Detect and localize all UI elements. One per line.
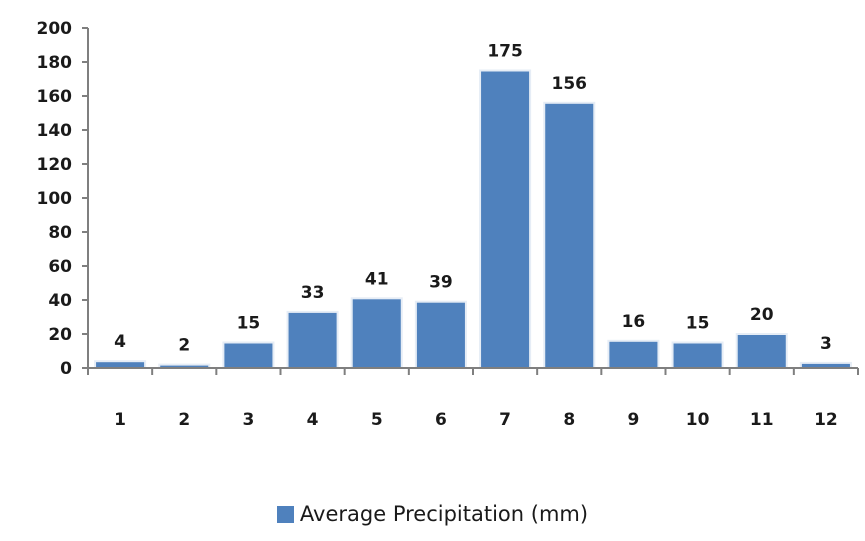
- y-tick-label: 40: [48, 291, 72, 311]
- bar-data-label: 4: [114, 332, 126, 352]
- bars: [94, 69, 852, 370]
- x-tick-label: 10: [686, 410, 710, 430]
- x-tick-label: 2: [178, 410, 190, 430]
- data-labels: 4 2 15 33 41 39 175 156 16 15 20 3: [114, 42, 832, 356]
- bar-data-label: 15: [237, 314, 261, 334]
- x-tick-label: 12: [814, 410, 838, 430]
- legend-swatch: [276, 505, 294, 523]
- y-tick-label: 100: [37, 189, 73, 209]
- x-tick-label: 5: [371, 410, 383, 430]
- x-tick-label: 6: [435, 410, 447, 430]
- bar: [479, 69, 532, 369]
- x-tick-label: 11: [750, 410, 774, 430]
- bar: [94, 360, 147, 370]
- x-tick-label: 9: [627, 410, 639, 430]
- bar: [671, 341, 724, 369]
- y-tick-label: 180: [37, 53, 73, 73]
- x-tick-label: 3: [242, 410, 254, 430]
- bar: [222, 341, 275, 369]
- bar-data-label: 3: [820, 334, 832, 354]
- y-tick-label: 0: [60, 359, 72, 379]
- bar-data-label: 175: [487, 42, 523, 62]
- y-tick-label: 120: [37, 155, 73, 175]
- x-tick-label: 1: [114, 410, 126, 430]
- bar-data-label: 2: [178, 336, 190, 356]
- bar-data-label: 33: [301, 283, 325, 303]
- bar-data-label: 16: [622, 312, 646, 332]
- y-tick-label: 80: [48, 223, 72, 243]
- bar: [286, 310, 339, 369]
- x-tick-label: 8: [563, 410, 575, 430]
- x-axis-ticks: 1 2 3 4 5 6 7 8 9 10 11 12: [87, 368, 859, 430]
- bar-data-label: 20: [750, 305, 774, 325]
- x-tick-label: 7: [499, 410, 511, 430]
- y-tick-label: 20: [48, 325, 72, 345]
- bar: [735, 333, 788, 369]
- y-tick-label: 160: [37, 87, 73, 107]
- y-tick-label: 200: [37, 19, 73, 39]
- bar: [414, 300, 467, 370]
- bar-data-label: 156: [552, 74, 588, 94]
- bar-data-label: 41: [365, 269, 389, 289]
- bar: [607, 339, 660, 369]
- bar-data-label: 39: [429, 273, 453, 293]
- y-tick-label: 60: [48, 257, 72, 277]
- legend: Average Precipitation (mm): [0, 502, 865, 527]
- y-axis-ticks: 0 20 40 60 80 100 120 140 160 180 200: [37, 19, 88, 379]
- y-tick-label: 140: [37, 121, 73, 141]
- bar: [543, 101, 596, 370]
- x-tick-label: 4: [307, 410, 319, 430]
- legend-label: Average Precipitation (mm): [299, 502, 589, 526]
- bar-data-label: 15: [686, 314, 710, 334]
- bar: [350, 297, 403, 369]
